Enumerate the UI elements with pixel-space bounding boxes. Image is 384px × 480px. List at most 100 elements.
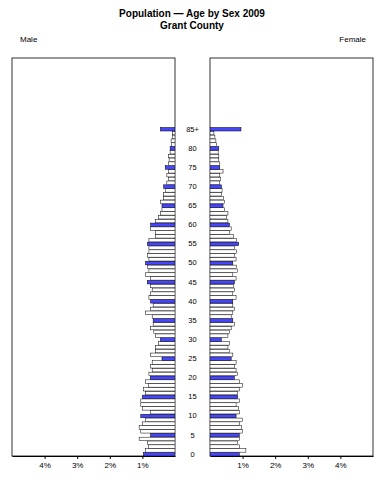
bar [149,246,175,250]
tick-mark [340,456,341,459]
axis-line [13,456,176,457]
y-tick: 15 [188,392,196,401]
bar [210,254,234,258]
bar [146,449,175,453]
bar [150,376,175,380]
bar [165,189,175,193]
bar [168,162,175,166]
bar [170,147,175,151]
bar [210,338,221,342]
bar [210,361,236,365]
bar [210,162,220,166]
bar [210,231,230,235]
bar [210,181,220,185]
bar [155,235,175,239]
bar [210,215,226,219]
bar [210,433,239,437]
series-label: Male [20,35,38,44]
tick-mark [45,456,46,459]
bar [210,380,239,384]
bar [155,219,175,223]
tick-label: 70 [188,182,196,191]
bar [162,204,175,208]
x-axis: 1%2%3%4% [13,456,176,470]
y-tick: 45 [188,278,196,287]
bar [210,185,221,189]
y-tick: 55 [188,239,196,248]
y-tick: 5 [190,431,194,440]
bars [139,127,175,456]
bar [159,342,175,346]
tick-label: 4% [39,461,51,470]
tick-label: 55 [188,239,196,248]
y-tick: 35 [188,316,196,325]
bar [210,365,234,369]
bar [151,277,175,281]
y-tick: 85+ [186,125,199,134]
y-tick: 65 [188,201,196,210]
y-tick: 20 [188,373,196,382]
bar [210,192,221,196]
bar [210,307,234,311]
bar [168,154,175,158]
bar [165,166,175,170]
bar [164,185,175,189]
bar [141,399,175,403]
tick-label: 15 [188,392,196,401]
bar [149,296,175,300]
bar [210,127,241,131]
bar [210,189,222,193]
bar [152,315,175,319]
bar [210,403,236,407]
bar [210,418,243,422]
tick-label: 60 [188,220,196,229]
tick-label: 2% [270,461,282,470]
tick-label: 10 [188,411,196,420]
tick-mark [275,456,276,459]
bar [210,422,239,426]
bar [210,208,225,212]
bar [152,368,175,372]
y-tick: 80 [188,144,196,153]
tick-label: 5 [190,431,194,440]
bar [210,170,223,174]
bar [164,192,175,196]
bar [147,441,175,445]
bar [139,426,175,430]
bar [210,257,236,261]
bar [147,242,175,246]
bar [210,426,242,430]
bar [210,376,234,380]
bar [210,288,234,292]
bar [210,300,233,304]
bar [210,280,234,284]
bar [210,342,230,346]
bar [210,235,233,239]
x-tick: 2% [105,456,117,470]
bar [149,250,175,254]
tick-label: 20 [188,373,196,382]
bar [210,311,233,315]
bar [210,326,231,330]
bar [210,273,233,277]
bar [210,212,228,216]
bar [210,277,236,281]
tick-mark [77,456,78,459]
bar [167,173,175,177]
bar [210,449,246,453]
bar [168,177,175,181]
bar [210,223,230,227]
plot-frame [12,58,175,456]
bar [147,254,175,258]
tick-label: 2% [105,461,117,470]
bar [210,349,230,353]
chart-subtitle: Grant County [160,20,224,31]
bar [139,437,175,441]
x-tick: 1% [237,456,249,470]
bar [151,326,175,330]
bar [154,330,175,334]
bar [210,334,228,338]
bar [210,384,243,388]
tick-label: 65 [188,201,196,210]
bar [146,261,175,265]
